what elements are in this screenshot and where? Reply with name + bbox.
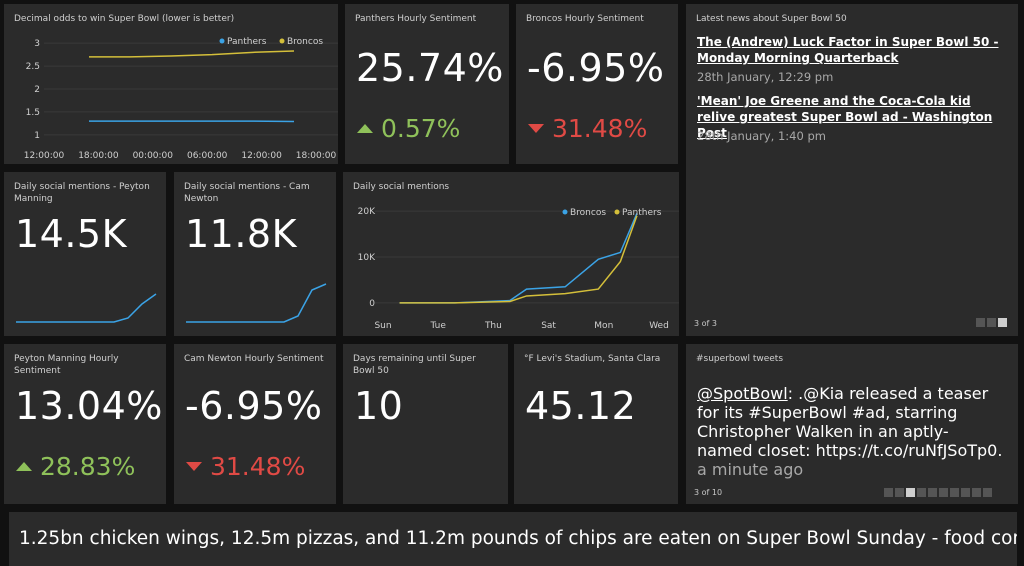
x-tick-label: Mon (594, 321, 613, 331)
peyton-mentions-sparkline (4, 172, 166, 336)
days-remaining-value: 10 (354, 384, 403, 428)
peyton-sentiment-change: 28.83% (16, 452, 135, 482)
broncos-sentiment-tile: Broncos Hourly Sentiment -6.95% 31.48% (516, 4, 678, 164)
news-item-date: 28th January, 12:29 pm (697, 70, 833, 84)
x-tick-label: 18:00:00 (78, 151, 119, 161)
news-ticker: 1.25bn chicken wings, 12.5m pizzas, and … (9, 512, 1017, 566)
panthers-sentiment-change: 0.57% (357, 114, 460, 144)
series-line (400, 213, 637, 302)
news-item-headline[interactable]: The (Andrew) Luck Factor in Super Bowl 5… (697, 34, 1004, 66)
weather-tile: °F Levi's Stadium, Santa Clara 45.12 (514, 344, 678, 504)
x-tick-label: 12:00:00 (241, 151, 282, 161)
news-tile: Latest news about Super Bowl 50 The (And… (686, 4, 1018, 336)
cam-mentions-tile: Daily social mentions - Cam Newton 11.8K (174, 172, 336, 336)
cam-sentiment-tile: Cam Newton Hourly Sentiment -6.95% 31.48… (174, 344, 336, 504)
down-arrow-icon (528, 124, 544, 133)
panthers-sentiment-title: Panthers Hourly Sentiment (355, 13, 501, 25)
peyton-mentions-tile: Daily social mentions - Peyton Manning 1… (4, 172, 166, 336)
y-tick-label: 1.5 (26, 108, 40, 118)
pager-dot[interactable] (950, 488, 959, 497)
broncos-sentiment-title: Broncos Hourly Sentiment (526, 13, 670, 25)
pager-dot[interactable] (983, 488, 992, 497)
cam-sentiment-title: Cam Newton Hourly Sentiment (184, 353, 328, 365)
peyton-sentiment-title: Peyton Manning Hourly Sentiment (14, 353, 158, 377)
legend-label: Broncos (570, 208, 606, 218)
tweet-body: @SpotBowl: .@Kia released a teaser for i… (697, 384, 1004, 479)
odds-chart-tile: Decimal odds to win Super Bowl (lower is… (4, 4, 338, 164)
broncos-sentiment-change: 31.48% (528, 114, 647, 144)
ticker-text: 1.25bn chicken wings, 12.5m pizzas, and … (19, 528, 1017, 549)
x-tick-label: 12:00:00 (24, 151, 65, 161)
news-pager (976, 318, 1007, 327)
series-line (400, 216, 637, 303)
pager-dot[interactable] (895, 488, 904, 497)
legend-swatch (220, 39, 225, 44)
daily-mentions-chart: 0 10K 20K Sun Tue Thu Sat Mon Wed Broncos Panthers (343, 172, 679, 336)
weather-title: °F Levi's Stadium, Santa Clara (524, 353, 670, 365)
x-tick-label: Tue (430, 321, 447, 331)
y-tick-label: 2 (34, 85, 40, 95)
news-pager-label: 3 of 3 (694, 319, 717, 328)
pager-dot[interactable] (939, 488, 948, 497)
up-arrow-icon (357, 124, 373, 133)
x-tick-label: Thu (484, 321, 502, 331)
news-title: Latest news about Super Bowl 50 (696, 13, 1010, 25)
sparkline-series (16, 294, 156, 322)
cam-mentions-sparkline (174, 172, 336, 336)
panthers-sentiment-tile: Panthers Hourly Sentiment 25.74% 0.57% (345, 4, 509, 164)
legend-label: Panthers (227, 37, 267, 47)
tweet-time: a minute ago (697, 460, 1004, 479)
y-tick-label: 3 (34, 39, 40, 49)
broncos-sentiment-value: -6.95% (527, 46, 664, 90)
peyton-sentiment-tile: Peyton Manning Hourly Sentiment 13.04% 2… (4, 344, 166, 504)
peyton-sentiment-value: 13.04% (15, 384, 163, 428)
panthers-sentiment-value: 25.74% (356, 46, 504, 90)
legend-swatch (615, 210, 620, 215)
tweet-viewport: @SpotBowl: .@Kia released a teaser for i… (686, 344, 1018, 480)
legend-label: Broncos (287, 37, 323, 47)
tweets-tile: #superbowl tweets @SpotBowl: .@Kia relea… (686, 344, 1018, 504)
x-tick-label: 06:00:00 (187, 151, 228, 161)
series-line (89, 51, 294, 57)
weather-value: 45.12 (525, 384, 636, 428)
tweets-pager (884, 488, 992, 497)
x-tick-label: Wed (649, 321, 669, 331)
legend-swatch (280, 39, 285, 44)
cam-sentiment-value: -6.95% (185, 384, 322, 428)
pager-dot[interactable] (884, 488, 893, 497)
pager-dot[interactable] (961, 488, 970, 497)
tweet-handle[interactable]: @SpotBowl (697, 384, 788, 403)
days-remaining-title: Days remaining until Super Bowl 50 (353, 353, 500, 377)
y-tick-label: 10K (358, 253, 376, 263)
pager-dot[interactable] (917, 488, 926, 497)
days-remaining-tile: Days remaining until Super Bowl 50 10 (343, 344, 508, 504)
odds-chart: 1 1.5 2 2.5 3 12:00:00 18:00:00 00:00:00 06:00:0… (4, 4, 338, 164)
pager-dot[interactable] (928, 488, 937, 497)
x-tick-label: Sat (541, 321, 556, 331)
legend-swatch (563, 210, 568, 215)
legend-label: Panthers (622, 208, 662, 218)
pager-dot[interactable] (972, 488, 981, 497)
tweets-pager-label: 3 of 10 (694, 488, 722, 497)
tweet-footer: 3 of 10 (686, 480, 1018, 504)
x-tick-label: Sun (374, 321, 391, 331)
y-tick-label: 20K (358, 207, 376, 217)
pager-dot-active[interactable] (906, 488, 915, 497)
down-arrow-icon (186, 462, 202, 471)
x-tick-label: 00:00:00 (133, 151, 174, 161)
news-item-date: 28th January, 1:40 pm (697, 129, 826, 143)
y-tick-label: 0 (369, 299, 375, 309)
cam-sentiment-change: 31.48% (186, 452, 305, 482)
pager-dot-active[interactable] (998, 318, 1007, 327)
sparkline-series (186, 284, 326, 322)
y-tick-label: 1 (34, 131, 40, 141)
up-arrow-icon (16, 462, 32, 471)
x-tick-label: 18:00:00 (296, 151, 337, 161)
pager-dot[interactable] (987, 318, 996, 327)
y-tick-label: 2.5 (26, 62, 40, 72)
pager-dot[interactable] (976, 318, 985, 327)
